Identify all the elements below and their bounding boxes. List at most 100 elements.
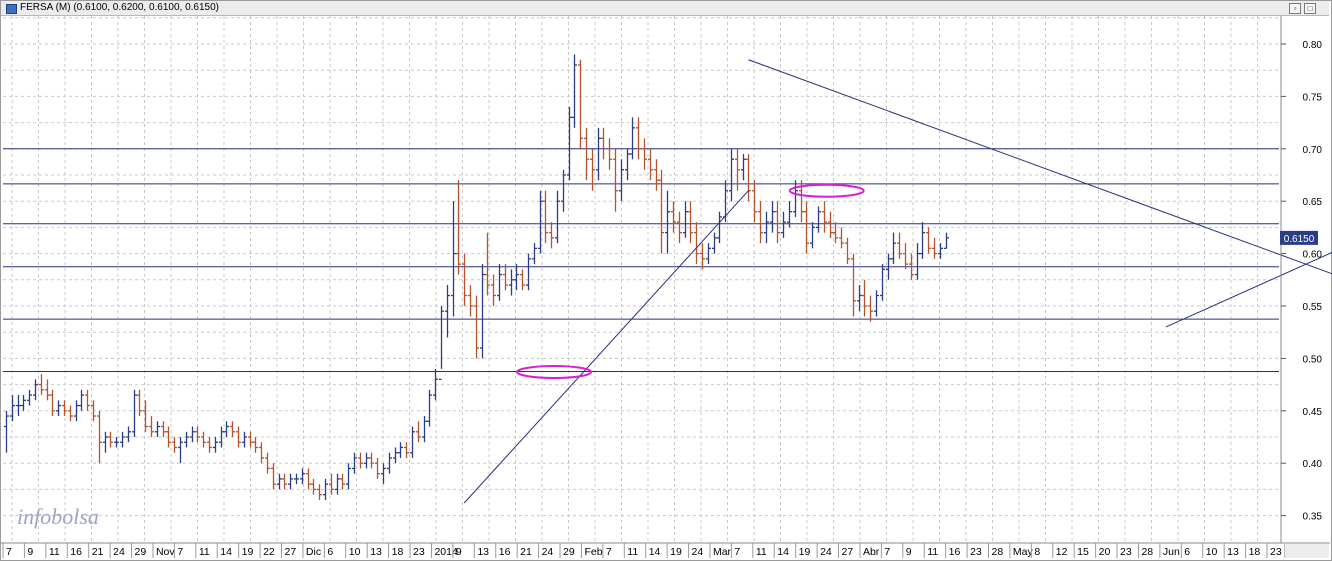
x-tick-label: 6 bbox=[1184, 546, 1190, 558]
x-tick-label: 14 bbox=[649, 546, 661, 558]
ohlc-bar bbox=[671, 201, 676, 233]
x-tick-label: 7 bbox=[734, 546, 740, 558]
chart-window-icon bbox=[6, 4, 17, 14]
ohlc-bar bbox=[677, 211, 682, 244]
ohlc-bar bbox=[561, 169, 566, 212]
x-tick-label: 15 bbox=[1077, 546, 1089, 558]
window-title: FERSA (M) (0.6100, 0.6200, 0.6100, 0.615… bbox=[20, 2, 220, 13]
ohlc-bar bbox=[172, 437, 177, 453]
x-tick-label: 21 bbox=[520, 546, 532, 558]
ohlc-bar bbox=[224, 421, 229, 437]
ohlc-bar bbox=[874, 290, 879, 317]
ohlc-bar bbox=[393, 447, 398, 464]
restore-button[interactable]: ▫ bbox=[1289, 3, 1301, 14]
x-tick-label: 24 bbox=[113, 546, 125, 558]
ohlc-bar bbox=[213, 437, 218, 453]
ohlc-bar bbox=[851, 253, 856, 317]
y-tick-label: 0.75 bbox=[1303, 92, 1323, 103]
x-tick-label: 12 bbox=[1056, 546, 1068, 558]
ohlc-bar bbox=[398, 442, 403, 458]
last-price-tag: 0.6150 bbox=[1280, 230, 1318, 245]
ohlc-bar bbox=[39, 374, 44, 396]
x-tick-label: May bbox=[1013, 546, 1034, 558]
ohlc-bar bbox=[549, 222, 554, 249]
ohlc-bar bbox=[804, 201, 809, 254]
ohlc-bar bbox=[526, 253, 531, 291]
x-tick-label: Jun bbox=[1163, 546, 1180, 558]
ohlc-bar bbox=[816, 206, 821, 233]
ohlc-bar bbox=[491, 274, 496, 306]
ohlc-bar bbox=[485, 232, 490, 296]
ohlc-bar bbox=[155, 421, 160, 437]
ohlc-bar bbox=[659, 169, 664, 254]
ohlc-bar bbox=[108, 431, 113, 448]
ohlc-bar bbox=[938, 243, 943, 259]
ohlc-bar bbox=[932, 237, 937, 259]
x-tick-label: 7 bbox=[6, 546, 12, 558]
ohlc-bar bbox=[480, 264, 485, 359]
y-tick-label: 0.35 bbox=[1303, 512, 1323, 523]
ohlc-bar bbox=[236, 426, 241, 448]
x-tick-label: 13 bbox=[477, 546, 489, 558]
x-tick-label: Feb bbox=[584, 546, 602, 558]
y-tick-label: 0.40 bbox=[1303, 459, 1323, 470]
highlight-ellipse bbox=[516, 365, 593, 380]
ohlc-bar bbox=[137, 389, 142, 417]
x-tick-label: 2014 bbox=[434, 546, 458, 558]
ohlc-bar bbox=[781, 211, 786, 238]
x-tick-label: 13 bbox=[370, 546, 382, 558]
maximize-button[interactable]: □ bbox=[1304, 3, 1316, 14]
x-tick-label: Dic bbox=[306, 546, 321, 558]
ohlc-bar bbox=[770, 201, 775, 233]
ohlc-bar bbox=[543, 190, 548, 244]
ohlc-bar bbox=[248, 431, 253, 448]
x-tick-label: 6 bbox=[327, 546, 333, 558]
x-axis: 7 9 11 16 21 24 29 Nov 7 11 14 19 22 27 Dic 6 10 13 18 23 20… bbox=[2, 543, 1282, 558]
ohlc-bar bbox=[271, 463, 276, 490]
ohlc-bar bbox=[514, 264, 519, 291]
ohlc-bar bbox=[97, 410, 102, 464]
ohlc-bar bbox=[752, 180, 757, 223]
ohlc-bar bbox=[903, 243, 908, 270]
ohlc-bar bbox=[79, 389, 84, 411]
ohlc-bar bbox=[648, 148, 653, 181]
ohlc-bar bbox=[520, 269, 525, 291]
ohlc-bar bbox=[886, 253, 891, 280]
ohlc-bar bbox=[207, 437, 212, 453]
ohlc-bar bbox=[375, 457, 380, 479]
ohlc-bar bbox=[764, 211, 769, 244]
ohlc-bar bbox=[503, 264, 508, 291]
ohlc-bar bbox=[74, 400, 79, 422]
ohlc-bar bbox=[27, 389, 32, 406]
ohlc-bar bbox=[787, 201, 792, 228]
ohlc-bar bbox=[352, 452, 357, 474]
ohlc-bar bbox=[288, 473, 293, 490]
ohlc-bar bbox=[607, 138, 612, 170]
ohlc-bar bbox=[439, 306, 444, 381]
ohlc-bar bbox=[665, 190, 670, 254]
ohlc-bar bbox=[746, 154, 751, 202]
ohlc-bar bbox=[329, 473, 334, 495]
ohlc-bar bbox=[33, 379, 38, 401]
ohlc-bar bbox=[683, 201, 688, 238]
ohlc-bar bbox=[190, 426, 195, 443]
y-tick-label: 0.80 bbox=[1303, 40, 1323, 51]
ohlc-bar bbox=[909, 253, 914, 280]
x-tick-label: 14 bbox=[777, 546, 789, 558]
x-tick-label: 11 bbox=[756, 546, 767, 558]
ohlc-bar bbox=[410, 426, 415, 458]
infobolsa-watermark: infobolsa bbox=[17, 504, 99, 529]
x-tick-label: 23 bbox=[970, 546, 982, 558]
ohlc-bar bbox=[346, 463, 351, 490]
ohlc-bar bbox=[735, 148, 740, 191]
ohlc-bar bbox=[166, 426, 171, 448]
ohlc-bar bbox=[422, 416, 427, 443]
ohlc-bar bbox=[416, 421, 421, 443]
ohlc-bar bbox=[590, 148, 595, 191]
ohlc-bar bbox=[294, 473, 299, 485]
ohlc-bar bbox=[4, 410, 9, 453]
ohlc-bar bbox=[555, 190, 560, 244]
ohlc-bar bbox=[880, 264, 885, 301]
x-tick-label: Abr bbox=[863, 546, 880, 558]
